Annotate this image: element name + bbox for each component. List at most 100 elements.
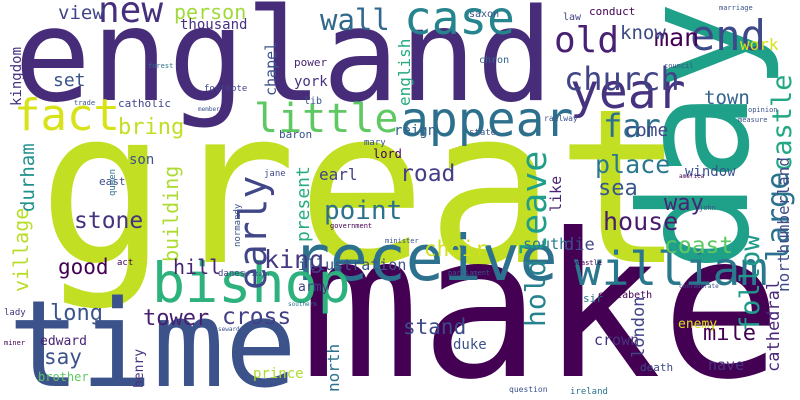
word: north <box>324 344 343 392</box>
word: durham <box>17 143 39 212</box>
word: reign <box>394 123 436 139</box>
word: nave <box>708 356 744 374</box>
word: power <box>294 56 327 69</box>
word: view <box>58 2 104 24</box>
word: say <box>44 345 82 369</box>
word: saxon <box>469 9 499 20</box>
word: act <box>117 258 133 268</box>
word: government <box>330 222 372 230</box>
word: set <box>53 70 86 91</box>
word: english <box>395 39 414 106</box>
word: william <box>574 242 768 296</box>
word: place <box>595 150 670 179</box>
word: marriage <box>719 4 753 12</box>
word: king <box>264 245 324 274</box>
word: bishop <box>152 251 351 315</box>
word: minister <box>385 237 419 245</box>
word: member <box>198 106 220 113</box>
word: know <box>620 22 666 44</box>
word: state <box>469 128 496 138</box>
word: mary <box>364 138 386 148</box>
word: choir <box>424 237 487 261</box>
word: wall <box>320 3 390 37</box>
word: conduct <box>589 5 635 18</box>
word: sea <box>598 176 638 201</box>
word: end <box>690 11 766 60</box>
word: day <box>609 1 783 272</box>
word: forest <box>148 62 173 70</box>
word: crown <box>594 331 639 349</box>
word: southern <box>288 301 317 308</box>
word: henry <box>132 349 147 388</box>
word: army <box>298 280 329 295</box>
word: ireland <box>570 387 608 397</box>
word: catholic <box>118 97 171 110</box>
word: kingdom <box>9 47 25 106</box>
word: stand <box>403 315 466 339</box>
word: normandy <box>233 203 243 247</box>
word: jane <box>264 169 286 179</box>
word: stone <box>74 208 143 234</box>
word: elizabeth <box>598 290 652 301</box>
word: sir <box>583 292 603 305</box>
word: brother <box>38 370 89 384</box>
word: edward <box>40 334 87 349</box>
word: person <box>174 0 246 24</box>
word: danes <box>218 269 245 279</box>
word: fact <box>14 90 120 141</box>
word: northumberland <box>774 157 793 292</box>
word: tower <box>143 306 209 331</box>
word: footnote <box>204 84 247 94</box>
word: lib <box>304 96 322 107</box>
word: duke <box>453 337 487 353</box>
word: trade <box>74 99 95 107</box>
word: new <box>98 0 163 31</box>
word: baron <box>279 128 312 141</box>
word: death <box>640 361 673 374</box>
word: case <box>404 0 515 45</box>
word: railway <box>544 114 578 123</box>
word: question <box>509 385 548 394</box>
word: cross <box>222 304 291 330</box>
word: little <box>254 96 399 142</box>
word: way <box>664 191 704 216</box>
word: make <box>300 191 782 400</box>
word: prince <box>253 366 304 382</box>
word: far <box>603 107 661 145</box>
word: lord <box>373 147 402 161</box>
word: die <box>564 235 595 255</box>
word: hold <box>519 260 552 327</box>
word: appear <box>400 92 573 148</box>
word: follow <box>735 234 766 332</box>
word: road <box>400 161 455 187</box>
word: receive <box>292 222 558 295</box>
word: parliament <box>448 269 490 277</box>
word: building <box>159 166 183 262</box>
word: old <box>554 20 619 61</box>
word: law <box>563 12 582 23</box>
word: opinion <box>748 106 778 114</box>
word: britain <box>244 271 270 278</box>
word: window <box>685 164 736 180</box>
word: year <box>570 64 686 120</box>
word: time <box>8 276 297 400</box>
word: early <box>231 176 275 290</box>
word: leave <box>515 151 555 256</box>
word: good <box>58 255 109 279</box>
word: earl <box>319 165 358 184</box>
word: like <box>547 176 565 212</box>
word: council <box>664 62 694 70</box>
word: great <box>38 62 685 313</box>
word: queen <box>108 169 118 196</box>
word: london <box>629 297 649 358</box>
word: chapel <box>262 42 280 96</box>
word: long <box>50 301 103 326</box>
word: york <box>294 74 328 90</box>
word: seward <box>218 326 240 333</box>
word: miner <box>4 339 25 347</box>
word: enemy <box>678 317 717 332</box>
word: john <box>699 204 716 212</box>
